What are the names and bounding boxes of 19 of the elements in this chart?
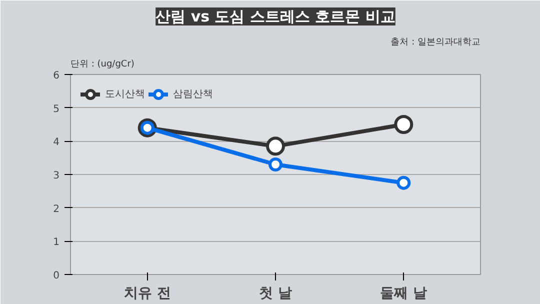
y-tick-label: 0 (53, 270, 60, 282)
y-axis-title: 단위 : (ug/gCr) (70, 60, 134, 70)
x-tick-label: 치유 전 (124, 286, 171, 302)
legend-label: 도시산책 (105, 88, 145, 101)
y-tick-label: 5 (53, 104, 60, 115)
y-tick-label: 3 (53, 170, 60, 182)
point (396, 176, 411, 190)
point (394, 115, 414, 134)
y-tick-label: 6 (53, 70, 60, 82)
point (268, 158, 282, 172)
chart-title: 산림 vs 도심 스트레스 호르몬 비교 (156, 8, 396, 26)
point (266, 136, 285, 156)
legend-label: 삼림산책 (173, 88, 213, 101)
y-tick-label: 1 (53, 237, 60, 248)
y-tick-label: 4 (53, 137, 60, 148)
x-tick-label: 첫 날 (259, 286, 292, 302)
x-tick-label: 둘째 날 (380, 286, 428, 302)
source-note: 출처 : 일본의과대학교 (390, 38, 481, 48)
y-tick-label: 2 (53, 204, 60, 215)
